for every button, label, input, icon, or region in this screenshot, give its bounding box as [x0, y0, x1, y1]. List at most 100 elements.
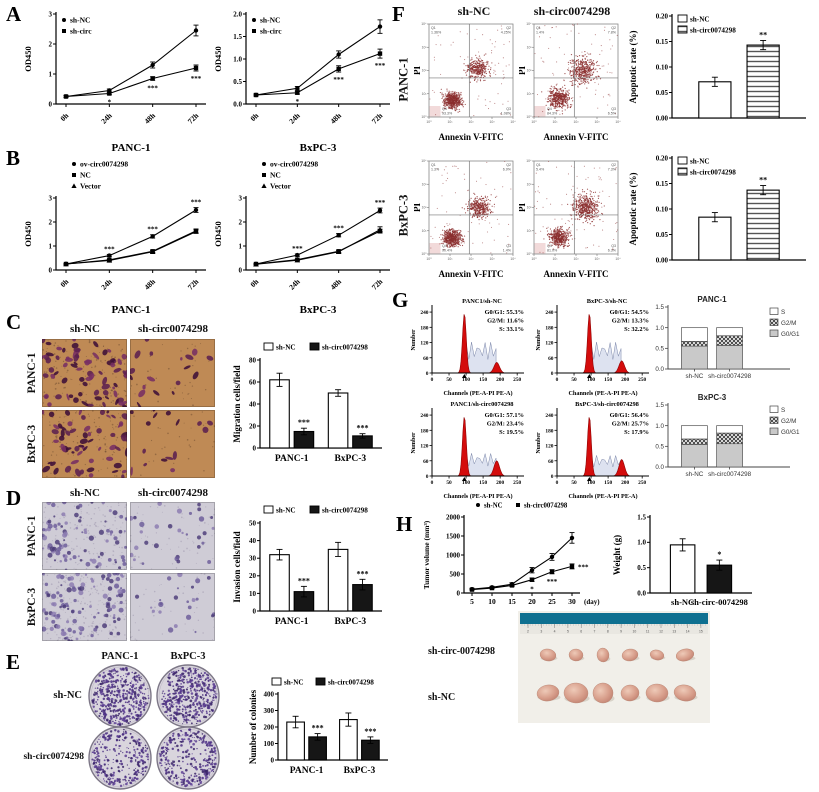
- svg-text:0: 0: [253, 444, 257, 452]
- svg-text:BxPC-3: BxPC-3: [344, 766, 376, 776]
- svg-text:sh-circ: sh-circ: [260, 27, 282, 36]
- panelF-col-header-shcirc: sh-circ0074298: [533, 4, 611, 18]
- svg-text:3: 3: [239, 194, 243, 202]
- svg-text:10¹: 10¹: [422, 92, 428, 96]
- panelD-col-header-shcirc: sh-circ0074298: [137, 487, 209, 499]
- svg-text:72h: 72h: [186, 276, 201, 291]
- panelF-flow-bxpc3-shcirc: 10⁰ 10⁰ 10¹ 10¹ 10² 10² 10³ 10³ 10⁴ 10⁴ Q1 5.4% Q2 7.…: [517, 155, 625, 281]
- panel-a-letter: A: [6, 2, 22, 26]
- panelC-micrograph-bxpc3-shnc: [40, 408, 131, 480]
- svg-text:50: 50: [249, 519, 257, 527]
- svg-text:10: 10: [249, 590, 257, 598]
- svg-text:sh-circ0074298: sh-circ0074298: [322, 344, 368, 352]
- panelC-col-header-shcirc: sh-circ0074298: [137, 323, 209, 335]
- svg-text:***: ***: [147, 84, 158, 92]
- svg-text:Q3: Q3: [506, 107, 511, 111]
- svg-text:NC: NC: [270, 171, 281, 180]
- panelF-col-header-shnc: sh-NC: [457, 4, 491, 18]
- svg-text:0h: 0h: [248, 276, 261, 289]
- svg-text:ov-circ0074298: ov-circ0074298: [80, 160, 128, 169]
- svg-text:Q2: Q2: [506, 26, 511, 30]
- panelG-stacked-bar-panc1: 0.0 0.5 1.0 1.5 PANC-1 sh-NC sh-circ0074298 S G2…: [638, 293, 818, 391]
- svg-text:0h: 0h: [248, 110, 261, 123]
- svg-text:0: 0: [271, 756, 275, 764]
- svg-text:48h: 48h: [142, 276, 157, 291]
- svg-text:10²: 10²: [422, 69, 428, 73]
- panel-d-letter: D: [6, 486, 22, 510]
- panelF-row-label-panc1: PANC-1: [396, 57, 411, 102]
- panelC-migration-bar-chart: 0 20 40 60 80 Migration cells/field *** *** PANC…: [230, 340, 392, 480]
- panelC-row-label-bxpc3: BxPC-3: [26, 424, 38, 464]
- svg-text:60: 60: [249, 378, 257, 386]
- panelH-photo-label-shcirc: sh-circ-0074298: [428, 646, 496, 657]
- panelC-row-label-panc1: PANC-1: [26, 352, 38, 394]
- svg-text:*: *: [108, 99, 112, 107]
- svg-text:***: ***: [375, 62, 386, 70]
- panelC-micrograph-panc1-shcirc: [128, 337, 215, 410]
- svg-text:48h: 48h: [328, 110, 343, 125]
- svg-text:PANC-1: PANC-1: [275, 617, 309, 627]
- svg-text:***: ***: [375, 199, 386, 207]
- svg-text:3: 3: [49, 194, 53, 202]
- svg-text:200: 200: [264, 723, 275, 731]
- svg-text:sh-NC: sh-NC: [284, 679, 304, 687]
- panel-b-letter: B: [6, 146, 21, 170]
- svg-text:OD450: OD450: [213, 46, 223, 72]
- svg-text:Number of colonies: Number of colonies: [248, 689, 258, 764]
- panelF-row-label-bxpc3: BxPC-3: [396, 194, 411, 237]
- panelF-flow-bxpc3-shnc: 10⁰ 10⁰ 10¹ 10¹ 10² 10² 10³ 10³ 10⁴ 10⁴ Q1 1.3% Q2 6.…: [412, 155, 520, 281]
- svg-text:72h: 72h: [370, 110, 385, 125]
- svg-text:1.0: 1.0: [233, 55, 242, 63]
- panelH-tumor-volume-chart: 0 500 1000 1500 2000 Tumor volume (mm³) 5 10 15 2…: [420, 497, 610, 619]
- svg-text:BxPC-3: BxPC-3: [300, 304, 337, 316]
- svg-text:10⁰: 10⁰: [426, 120, 432, 124]
- svg-text:PI: PI: [414, 66, 422, 75]
- panelG-cellcycle-hist-panc1-shnc: PANC1/sh-NC G0/G1: 55.3% G2/M: 11.6% S: 33.…: [408, 295, 532, 397]
- svg-text:***: ***: [312, 724, 324, 733]
- svg-text:***: ***: [298, 418, 310, 427]
- svg-text:4.25%: 4.25%: [501, 31, 512, 35]
- svg-text:24h: 24h: [287, 110, 302, 125]
- panelD-col-header-shnc: sh-NC: [70, 487, 100, 499]
- svg-text:BxPC-3: BxPC-3: [334, 617, 366, 627]
- panelF-apoptosis-bar-bxpc3: 0.00 0.05 0.10 0.15 0.20 Apoptotic rate (%) **…: [626, 146, 818, 280]
- svg-text:24h: 24h: [99, 110, 114, 125]
- svg-text:ov-circ0074298: ov-circ0074298: [270, 160, 318, 169]
- svg-text:10³: 10³: [422, 45, 428, 49]
- panelB-cck8-chart-panc1: 0 1 2 3 OD450 0h 24h 48h 72h *** *** *** ov-circ0074…: [22, 152, 214, 316]
- panel-h-letter: H: [396, 512, 413, 536]
- panelE-dish-bxpc3-shnc: [155, 663, 221, 729]
- svg-text:2.0: 2.0: [233, 10, 242, 18]
- svg-text:300: 300: [264, 707, 275, 715]
- svg-text:24h: 24h: [287, 276, 302, 291]
- svg-text:Vector: Vector: [80, 182, 102, 191]
- svg-text:***: ***: [333, 225, 344, 233]
- svg-text:sh-NC: sh-NC: [260, 16, 280, 25]
- svg-text:NC: NC: [80, 171, 91, 180]
- panel-e-letter: E: [6, 650, 21, 674]
- svg-text:***: ***: [292, 245, 303, 253]
- svg-text:1.08%: 1.08%: [501, 112, 512, 116]
- svg-text:10⁰: 10⁰: [421, 115, 427, 119]
- panelD-micrograph-panc1-shnc: [41, 499, 129, 571]
- svg-text:40: 40: [249, 537, 257, 545]
- svg-text:***: ***: [356, 424, 368, 433]
- svg-text:40: 40: [249, 400, 257, 408]
- panelE-dish-bxpc3-shcirc: [155, 725, 221, 791]
- svg-text:1.5: 1.5: [233, 33, 242, 41]
- panelE-colonies-bar-chart: 0 100 200 300 400 Number of colonies *** *** PAN…: [246, 676, 396, 790]
- svg-text:PANC-1: PANC-1: [112, 304, 151, 316]
- svg-text:Vector: Vector: [270, 182, 292, 191]
- panelE-col-header-bxpc3: BxPC-3: [170, 651, 206, 662]
- svg-text:0: 0: [49, 100, 53, 108]
- panelH-weight-bar-chart: 0.0 0.5 1.0 1.5 Weight (g) sh-NC * sh-circ-0074…: [610, 503, 760, 621]
- panelE-dish-panc1-shnc: [87, 663, 153, 729]
- svg-text:10⁴: 10⁴: [510, 120, 516, 124]
- svg-text:10¹: 10¹: [448, 120, 454, 124]
- svg-text:Annexin V-FITC: Annexin V-FITC: [439, 132, 504, 142]
- svg-text:sh-NC: sh-NC: [70, 16, 90, 25]
- panelA-cck8-chart-bxpc3: 0.0 0.5 1.0 1.5 2.0 OD450 0h 24h 48h 72h * *** *** sh…: [212, 4, 398, 154]
- svg-text:BxPC-3: BxPC-3: [300, 142, 337, 154]
- svg-text:***: ***: [333, 76, 344, 84]
